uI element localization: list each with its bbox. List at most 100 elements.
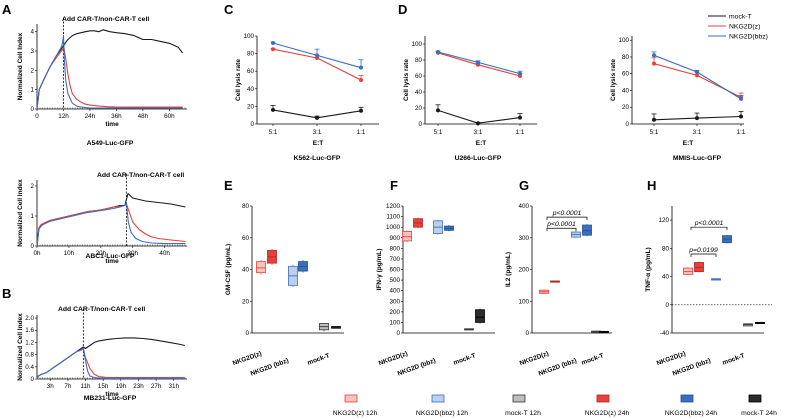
legend-box-label: mock-T 12h <box>505 410 541 417</box>
y-tick-label: 40 <box>662 274 670 281</box>
legend-box-label: NKG2D(z) 24h <box>585 410 630 417</box>
chart-title: ABC1-Luc-GFP <box>85 253 135 260</box>
chart-e: 0 20 40 60 80 NKG2D(z)NKG2D (bbz) mock-T <box>232 203 344 378</box>
y-tick-label: 200 <box>389 309 400 316</box>
data-point <box>315 53 319 58</box>
y-tick-label: 20 <box>247 103 255 110</box>
legend-line-label: NKG2D(z) <box>729 24 760 31</box>
series-line-nkg2dbbz <box>36 347 185 380</box>
data-point <box>476 60 480 65</box>
y-tick-label: 40 <box>247 86 255 93</box>
significance-label: p<0.0001 <box>694 220 724 227</box>
legend-box-label: NKG2D(z) 12h <box>333 410 378 417</box>
x-axis-label: E:T <box>476 140 487 147</box>
category-label: NKG2D (bbz) <box>397 357 437 377</box>
x-tick-label: 0 <box>35 113 39 120</box>
y-axis-label: Normalized Cell Index <box>17 313 24 381</box>
legend-box-label: NKG2D(bbz) 12h <box>416 410 468 417</box>
x-tick-label: 0h <box>33 250 41 257</box>
y-tick-label: 400 <box>389 288 400 295</box>
panel-label-c: C <box>224 2 234 17</box>
y-tick-label: 80 <box>622 54 630 61</box>
panel-label-d: D <box>398 2 407 17</box>
significance-bracket <box>546 216 588 221</box>
significance-label: p=0.0199 <box>688 247 718 254</box>
y-axis-label: IL2 (pg/mL) <box>505 252 512 287</box>
y-tick-label: 80 <box>415 57 423 64</box>
legend-box-swatch <box>431 394 445 403</box>
y-tick-label: 20 <box>622 104 630 111</box>
chart-b: 0 0.4 0.8 1.2 1.6 2.0 3h 7h 11h 15h 19h 23h 27h 31h ti… <box>25 306 187 402</box>
significance-label: p<0.0001 <box>546 221 576 228</box>
y-tick-label: 2 <box>30 67 34 74</box>
series-line-mock <box>36 192 186 247</box>
data-point <box>695 73 699 78</box>
x-tick-label: 48h <box>138 113 149 120</box>
category-label: mock-T <box>307 352 331 366</box>
panel-label-f: F <box>390 178 398 193</box>
x-tick-label: 20h <box>96 250 107 257</box>
y-tick-label: 120 <box>658 217 669 224</box>
significance-bracket <box>690 253 717 257</box>
chart-c: 0 20 40 60 80 100 5:1 3:1 1:1 E:T K562-Luc-GFP <box>243 33 379 162</box>
legend-box-label: NKG2D(bbz) 24h <box>665 410 717 417</box>
y-tick-label: 0 <box>625 121 629 128</box>
y-tick-label: 1.6 <box>25 327 34 334</box>
y-tick-label: 1.2 <box>25 339 34 346</box>
x-tick-label: 3h <box>47 383 55 390</box>
x-tick-label: 12h <box>58 113 69 120</box>
data-point <box>652 61 656 66</box>
y-tick-label: 0.8 <box>25 352 34 359</box>
data-point <box>652 53 656 58</box>
data-point <box>359 78 363 82</box>
y-tick-label: 100 <box>518 298 529 305</box>
x-tick-label: 60h <box>164 113 175 120</box>
x-tick-label: 11h <box>81 383 92 390</box>
y-tick-label: 80 <box>662 245 670 252</box>
y-tick-label: 1000 <box>386 224 401 231</box>
category-label: NKG2D (bbz) <box>538 357 578 377</box>
data-point <box>739 96 743 101</box>
series-line-nkg2dz <box>653 63 742 98</box>
x-tick-label: 23h <box>133 383 144 390</box>
data-point <box>739 114 743 119</box>
legend-line-label: mock-T <box>729 14 752 21</box>
legend-box-swatch <box>596 394 610 403</box>
chart-d1: 0 20 40 60 80 100 5:1 3:1 1:1 E:T U266-Luc-GFP <box>411 36 537 162</box>
y-tick-label: 100 <box>618 37 629 44</box>
box-nkg2dz_12h <box>402 230 412 242</box>
x-tick-label: 10h <box>64 250 75 257</box>
category-label: NKG2D(z) <box>656 350 687 367</box>
significance-bracket <box>690 226 728 231</box>
y-tick-label: 40 <box>242 267 250 274</box>
legend-box-swatch <box>748 394 762 403</box>
legend-box-swatch <box>344 394 358 403</box>
y-tick-label: 0 <box>250 121 254 128</box>
x-tick-label: 1:1 <box>737 129 746 136</box>
y-tick-label: 300 <box>518 235 529 242</box>
x-tick-label: 3:1 <box>313 129 322 136</box>
y-axis-label: GM-CSF (pg/mL) <box>225 244 232 295</box>
x-axis-label: E:T <box>683 140 694 147</box>
panel-label-h: H <box>647 178 656 193</box>
y-tick-label: 500 <box>389 277 400 284</box>
y-tick-label: 2 <box>30 183 34 190</box>
y-tick-label: 100 <box>389 319 400 326</box>
panel-label-a: A <box>2 2 12 17</box>
y-tick-label: 60 <box>242 235 250 242</box>
y-axis-label: Cell lysis rate <box>235 59 242 101</box>
y-tick-label: 80 <box>242 203 250 210</box>
x-tick-label: 1:1 <box>516 129 525 136</box>
annotation: Add CAR-T/non-CAR-T cell <box>97 172 184 179</box>
x-tick-label: 7h <box>64 383 72 390</box>
y-tick-label: 300 <box>389 298 400 305</box>
y-tick-label: 60 <box>415 73 423 80</box>
series-line-nkg2dbbz <box>36 201 186 247</box>
x-tick-label: 19h <box>116 383 127 390</box>
series-line-nkg2dz <box>36 46 183 110</box>
data-point <box>436 108 440 113</box>
x-tick-label: 5:1 <box>269 129 278 136</box>
series-line-mock <box>36 29 184 110</box>
